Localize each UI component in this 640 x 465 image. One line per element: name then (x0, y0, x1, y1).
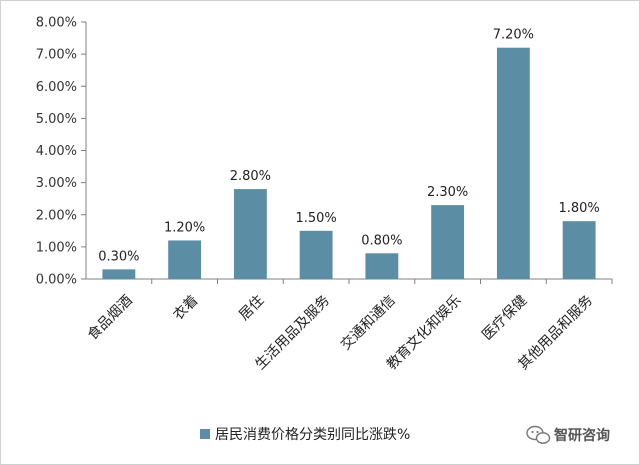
y-tick-label: 7.00% (36, 48, 77, 63)
bar (299, 230, 333, 279)
bar (168, 240, 202, 279)
y-tick-label: 0.00% (36, 273, 77, 288)
bar (365, 253, 399, 279)
data-label: 2.30% (427, 185, 468, 200)
bar (102, 269, 136, 279)
y-tick-label: 1.00% (36, 240, 77, 255)
y-tick-label: 8.00% (36, 16, 77, 31)
bar (496, 47, 530, 280)
bar (562, 221, 596, 279)
data-label: 1.50% (295, 211, 336, 226)
y-tick-label: 4.00% (36, 144, 77, 159)
y-tick-label: 5.00% (36, 112, 77, 127)
legend-swatch (200, 429, 210, 439)
bar (431, 205, 465, 279)
y-tick-label: 6.00% (36, 80, 77, 95)
data-label: 0.80% (361, 233, 402, 248)
data-label: 1.80% (558, 201, 599, 216)
watermark: 智研咨询 (526, 425, 610, 444)
y-tick-label: 3.00% (36, 176, 77, 191)
data-label: 7.20% (493, 28, 534, 43)
data-label: 0.30% (98, 249, 139, 264)
bar (233, 189, 267, 279)
data-label: 2.80% (230, 169, 271, 184)
bars (102, 47, 613, 284)
data-label: 1.20% (164, 220, 205, 235)
watermark-text: 智研咨询 (553, 427, 610, 444)
legend-label: 居民消费价格分类别同比涨跌% (215, 427, 410, 443)
data-labels: 0.30% 1.20% 2.80% 1.50% 0.80% 2.30% 7.20% 1.80% (98, 28, 600, 265)
wechat-icon (526, 425, 551, 444)
legend: 居民消费价格分类别同比涨跌% (200, 427, 410, 443)
y-tick-label: 2.00% (36, 208, 77, 223)
y-axis-ticks: 0.00% 1.00% 2.00% 3.00% 4.00% 5.00% 6.00% 7.00%… (36, 16, 86, 288)
